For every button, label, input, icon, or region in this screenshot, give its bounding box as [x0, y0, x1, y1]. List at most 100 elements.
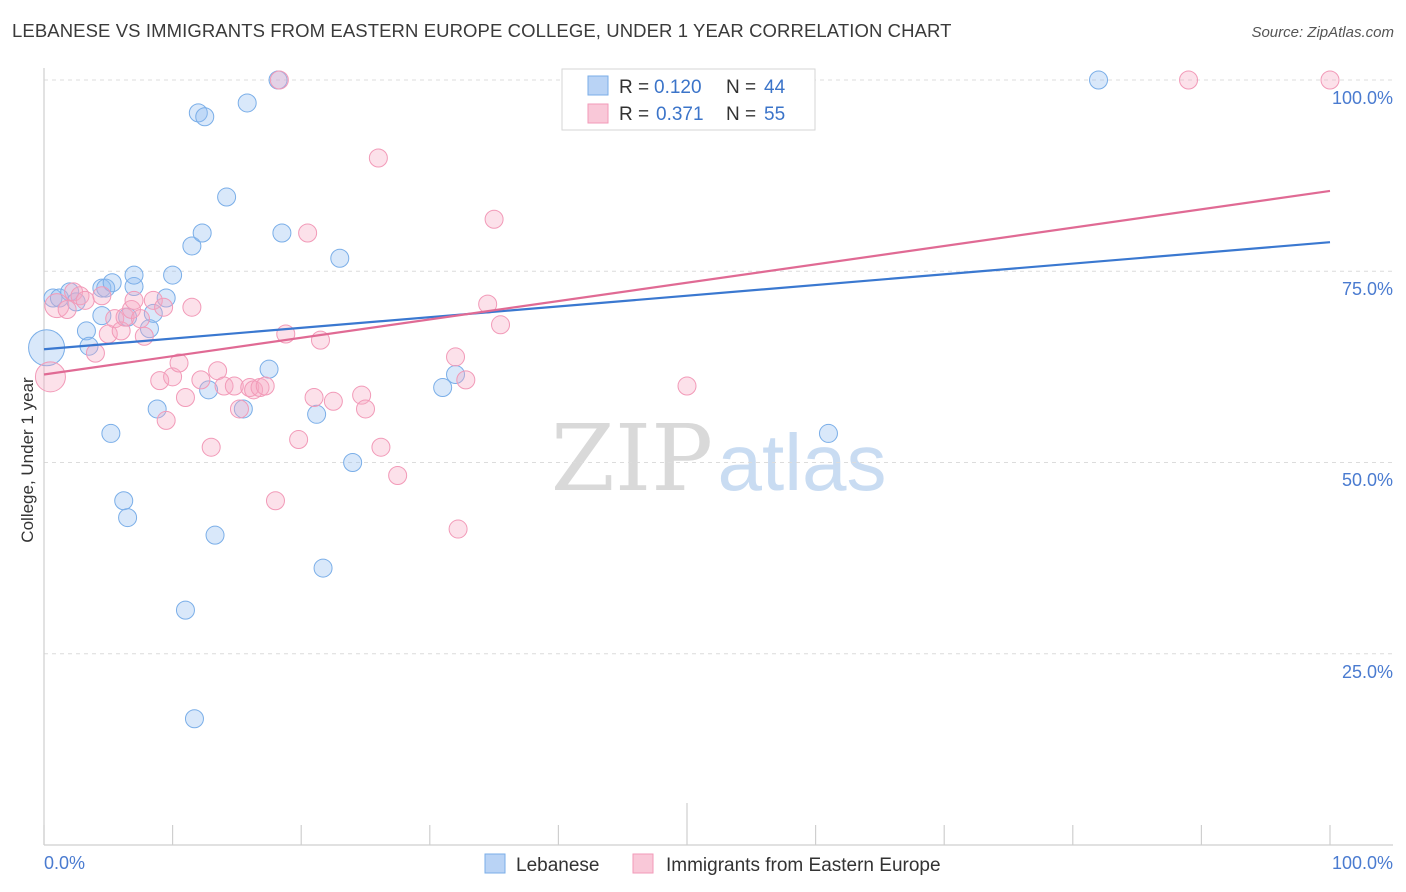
legend-r-value-lebanese: 0.120	[654, 77, 702, 98]
legend-n-value-lebanese: 44	[764, 77, 786, 98]
eastern-europe-point-27	[214, 376, 234, 396]
lebanese-point-12	[114, 491, 134, 511]
bottom-legend-label-lebanese: Lebanese	[516, 855, 599, 876]
eastern-europe-point-29	[229, 399, 249, 419]
eastern-europe-trend-line	[43, 189, 1331, 376]
eastern-europe-point-0	[34, 361, 66, 393]
eastern-europe-point-39	[304, 387, 324, 407]
y-tick-label-50: 50.0%	[1342, 470, 1393, 490]
lebanese-point-37	[330, 248, 350, 268]
eastern-europe-point-55	[1320, 70, 1340, 90]
lebanese-point-36	[313, 558, 333, 578]
legend-swatch-lebanese	[587, 75, 609, 96]
chart-source: Source: ZipAtlas.com	[1251, 24, 1394, 41]
bottom-legend-swatch-lebanese	[484, 853, 506, 874]
lebanese-point-23	[184, 709, 204, 729]
eastern-europe-point-45	[371, 437, 391, 457]
eastern-europe-point-13	[124, 290, 144, 310]
eastern-europe-point-19	[156, 410, 176, 430]
eastern-europe-point-14	[130, 309, 150, 329]
lebanese-point-25	[192, 223, 212, 243]
eastern-europe-point-15	[134, 326, 154, 346]
eastern-europe-point-18	[154, 297, 174, 317]
lebanese-point-39	[433, 378, 453, 398]
eastern-europe-point-48	[448, 519, 468, 539]
eastern-europe-point-47	[446, 347, 466, 367]
eastern-europe-point-28	[224, 376, 244, 396]
axes	[43, 68, 1393, 846]
lebanese-point-41	[818, 423, 838, 443]
eastern-europe-point-34	[265, 491, 285, 511]
eastern-europe-point-6	[85, 343, 105, 363]
y-axis-label: College, Under 1 year	[18, 377, 37, 543]
lebanese-point-13	[118, 508, 138, 528]
eastern-europe-point-49	[456, 370, 476, 390]
legend-n-label-lebanese: N =	[726, 77, 756, 98]
eastern-europe-point-41	[323, 391, 343, 411]
eastern-europe-point-2	[57, 300, 77, 319]
x-tick-label-right: 100.0%	[1332, 853, 1393, 873]
eastern-europe-point-53	[677, 376, 697, 396]
lebanese-point-17	[143, 303, 163, 323]
lebanese-point-20	[163, 265, 183, 285]
y-tick-labels: 100.0% 75.0% 50.0% 25.0%	[1332, 88, 1393, 682]
legend-r-label-eastern-europe: R =	[619, 104, 649, 125]
eastern-europe-point-21	[169, 353, 189, 373]
y-tick-label-100: 100.0%	[1332, 88, 1393, 108]
eastern-europe-point-24	[191, 370, 211, 390]
lebanese-point-38	[343, 453, 363, 472]
watermark-atlas: atlas	[718, 418, 887, 507]
eastern-europe-point-33	[255, 376, 275, 396]
eastern-europe-point-44	[368, 148, 388, 168]
eastern-europe-point-16	[143, 290, 163, 310]
eastern-europe-point-25	[201, 437, 221, 457]
legend-r-label-lebanese: R =	[619, 77, 649, 98]
eastern-europe-point-1	[44, 293, 70, 319]
legend-n-label-eastern-europe: N =	[726, 104, 756, 125]
x-tick-label-left: 0.0%	[44, 853, 85, 873]
gridlines	[44, 79, 1393, 655]
watermark-zip: ZIP	[551, 405, 713, 512]
lebanese-point-22	[182, 236, 202, 256]
lebanese-point-32	[259, 359, 279, 379]
lebanese-point-5	[76, 321, 96, 341]
lebanese-point-28	[205, 525, 225, 545]
eastern-europe-point-37	[289, 430, 309, 450]
legend-n-value-eastern-europe: 55	[764, 104, 785, 125]
series-eastern-europe-points	[34, 70, 1340, 539]
lebanese-point-15	[124, 265, 144, 285]
lebanese-point-29	[217, 187, 237, 207]
chart-title: LEBANESE VS IMMIGRANTS FROM EASTERN EURO…	[12, 20, 952, 41]
legend-swatch-eastern-europe	[587, 103, 609, 124]
eastern-europe-point-35	[269, 70, 289, 90]
eastern-europe-point-51	[484, 209, 504, 229]
eastern-europe-point-23	[182, 297, 202, 317]
lebanese-point-21	[175, 600, 195, 620]
eastern-europe-point-54	[1179, 70, 1199, 90]
lebanese-point-34	[272, 223, 292, 243]
eastern-europe-point-38	[298, 223, 318, 243]
lebanese-point-10	[102, 273, 122, 293]
eastern-europe-point-46	[388, 466, 408, 486]
lebanese-point-14	[124, 277, 144, 297]
lebanese-trend-line	[43, 241, 1331, 351]
legend-r-value-eastern-europe: 0.371	[656, 104, 704, 125]
eastern-europe-point-7	[92, 286, 112, 306]
eastern-europe-point-11	[115, 307, 135, 327]
y-tick-label-25: 25.0%	[1342, 662, 1393, 682]
eastern-europe-point-9	[105, 309, 125, 329]
lebanese-point-27	[199, 380, 219, 400]
series-lebanese-points	[28, 70, 1109, 729]
eastern-europe-point-5	[75, 290, 95, 310]
lebanese-point-42	[1089, 70, 1109, 90]
lebanese-point-11	[101, 423, 121, 443]
eastern-europe-point-22	[175, 387, 195, 407]
bottom-legend-swatch-eastern-europe	[632, 853, 654, 874]
y-tick-label-75: 75.0%	[1342, 279, 1393, 299]
eastern-europe-point-17	[150, 371, 170, 391]
lebanese-point-7	[92, 306, 112, 326]
lebanese-point-35	[307, 404, 327, 424]
bottom-legend-label-eastern-europe: Immigrants from Eastern Europe	[666, 855, 941, 876]
trend-lines	[43, 189, 1331, 376]
